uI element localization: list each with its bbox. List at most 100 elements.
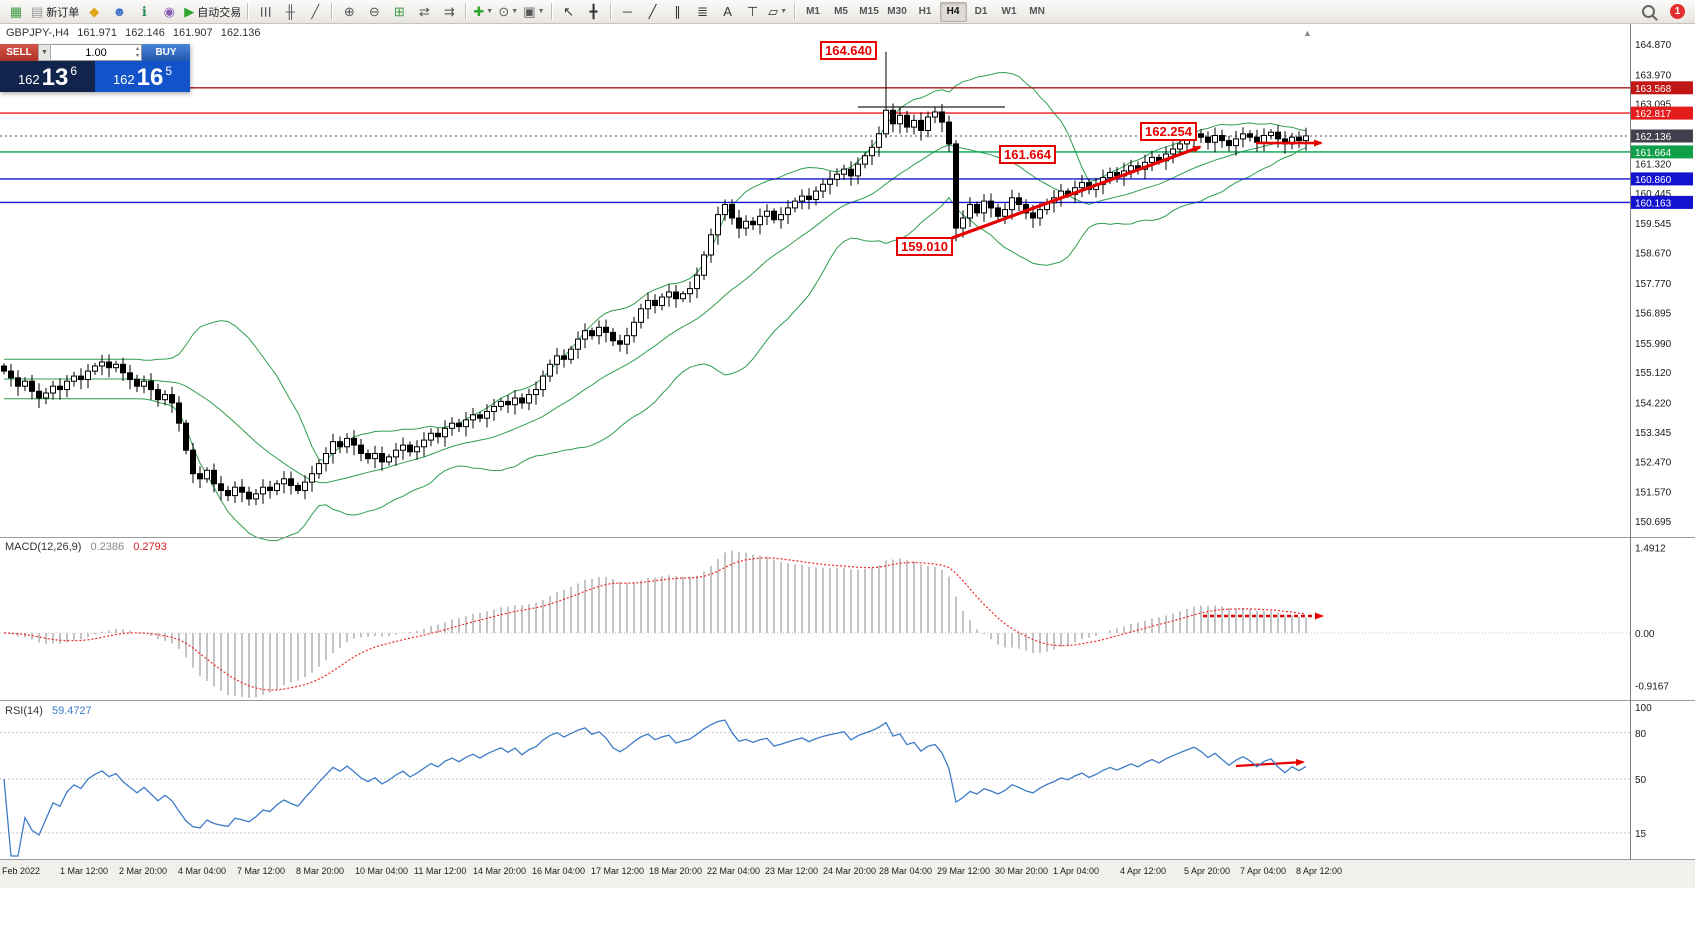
info-button[interactable]: ℹ [132, 2, 156, 22]
zoom-out-button[interactable]: ⊖ [362, 2, 386, 22]
lot-size-value: 1.00 [85, 46, 107, 59]
stepper-down-icon[interactable]: ▾ [135, 53, 139, 59]
svg-text:161.320: 161.320 [1635, 160, 1672, 171]
sell-price-big: 13 [41, 64, 69, 91]
price-callout[interactable]: 162.254 [1140, 122, 1197, 141]
sell-button[interactable]: SELL [0, 44, 38, 61]
price-axis[interactable] [1630, 24, 1695, 860]
tile-windows-icon: ⊞ [393, 3, 405, 19]
buy-price-sup: 5 [165, 64, 173, 78]
expert-advisors-button[interactable]: ◆ [82, 2, 106, 22]
profile-button[interactable]: ☻ [107, 2, 131, 22]
svg-text:10 Mar 04:00: 10 Mar 04:00 [355, 866, 408, 876]
chart-shift-button[interactable]: ⇉ [437, 2, 461, 22]
shapes-icon: ▱ [768, 3, 779, 19]
buy-price-big: 16 [136, 64, 164, 91]
templates-icon: ▣ [523, 3, 536, 19]
svg-text:150.695: 150.695 [1635, 517, 1672, 528]
svg-text:11 Mar 12:00: 11 Mar 12:00 [414, 866, 466, 876]
svg-text:160.445: 160.445 [1635, 189, 1672, 200]
buy-button[interactable]: BUY [142, 44, 190, 61]
new-chart-icon: ▦ [9, 3, 23, 19]
svg-text:23 Mar 12:00: 23 Mar 12:00 [765, 866, 818, 876]
timeframe-m1[interactable]: M1 [806, 6, 820, 17]
new-chart-button[interactable]: ▦ [4, 2, 28, 22]
buy-price-button[interactable]: 162 16 5 [95, 61, 190, 92]
channel-button[interactable]: ∥ [666, 2, 690, 22]
periods-button[interactable]: ⊙ ▼ [496, 2, 520, 22]
svg-text:16 Mar 04:00: 16 Mar 04:00 [532, 866, 585, 876]
svg-text:-0.9167: -0.9167 [1635, 682, 1669, 693]
timeframe-d1[interactable]: D1 [974, 6, 988, 17]
lot-size-field[interactable]: 1.00 ▴ ▾ [51, 44, 142, 61]
search-button[interactable] [1636, 2, 1660, 22]
buy-price-prefix: 162 [112, 72, 135, 87]
svg-text:156.895: 156.895 [1635, 308, 1672, 319]
svg-text:▲: ▲ [1303, 28, 1312, 38]
crosshair-icon: ╋ [589, 3, 598, 19]
chart-shift-icon: ⇉ [443, 3, 455, 19]
cursor-button[interactable]: ↖ [557, 2, 581, 22]
shapes-button[interactable]: ▱ ▼ [766, 2, 790, 22]
svg-text:1.4912: 1.4912 [1635, 544, 1666, 555]
label-button[interactable]: ⊤ [741, 2, 765, 22]
time-axis[interactable] [0, 860, 1630, 888]
chevron-down-icon: ▼ [780, 8, 787, 15]
svg-text:161.664: 161.664 [1635, 148, 1672, 159]
timeframe-m5[interactable]: M5 [834, 6, 848, 17]
svg-text:4 Apr 12:00: 4 Apr 12:00 [1120, 866, 1166, 876]
tile-windows-button[interactable]: ⊞ [387, 2, 411, 22]
timeframe-m15[interactable]: M15 [859, 6, 879, 17]
price-callout[interactable]: 164.640 [820, 41, 877, 60]
svg-text:100: 100 [1635, 703, 1652, 714]
symbol-timeframe: GBPJPY-,H4 [6, 27, 70, 39]
notification-badge[interactable]: 1 [1670, 4, 1685, 19]
stepper-up-icon[interactable]: ▴ [135, 46, 139, 52]
toolbar-separator [609, 3, 612, 20]
autotrade-button[interactable]: ▶ 自动交易 [182, 2, 243, 22]
indicators-button[interactable]: ✚ ▼ [471, 2, 495, 22]
hline-button[interactable]: ─ [616, 2, 640, 22]
chevron-down-icon: ▼ [511, 8, 519, 15]
indicators-icon: ✚ [473, 3, 485, 19]
new-order-button[interactable]: ▤ 新订单 [29, 2, 81, 22]
timeframe-mn[interactable]: MN [1029, 6, 1045, 17]
text-button[interactable]: A [716, 2, 740, 22]
toolbar-separator [793, 3, 796, 20]
timeframe-w1[interactable]: W1 [1001, 6, 1017, 17]
timeframe-h1[interactable]: H1 [918, 6, 932, 17]
toolbar-buttons: ▦ ▤ 新订单 ◆ ☻ ℹ ◉ ▶ 自动交易 ☰ ╫ ╱ ⊕ ⊖ ⊞ ⇄ ⇉ ✚ ▼ ⊙ ▼ ▣ ▼ ↖ ╋ ─ ╱ ∥ ≣ A ⊤ ▱ ▼ M1… [4, 1, 1051, 22]
sell-price-button[interactable]: 162 13 6 [0, 61, 95, 92]
lot-preset-dropdown[interactable]: ▼ [38, 44, 51, 61]
svg-text:15: 15 [1635, 829, 1647, 840]
crosshair-button[interactable]: ╋ [582, 2, 606, 22]
hline-icon: ─ [622, 4, 633, 19]
ohlc-open: 161.971 [77, 27, 118, 39]
svg-text:29 Mar 12:00: 29 Mar 12:00 [937, 866, 990, 876]
candlestick-chart-icon: ╫ [285, 4, 295, 19]
svg-text:1 Apr 04:00: 1 Apr 04:00 [1053, 866, 1099, 876]
svg-text:164.870: 164.870 [1635, 40, 1672, 51]
price-callout[interactable]: 159.010 [896, 237, 953, 256]
price-callout[interactable]: 161.664 [999, 145, 1056, 164]
chart-area: 164.870 163.970 163.568 163.095 162.817 162.1… [0, 24, 1695, 943]
lot-stepper[interactable]: ▴ ▾ [136, 46, 139, 60]
bar-chart-icon: ☰ [258, 5, 274, 18]
bar-chart-button[interactable]: ☰ [253, 2, 277, 22]
line-chart-button[interactable]: ╱ [303, 2, 327, 22]
fibonacci-button[interactable]: ≣ [691, 2, 715, 22]
rsi-value: 59.4727 [51, 705, 92, 717]
one-click-trade-panel: SELL ▼ 1.00 ▴ ▾ BUY 162 13 6 162 16 5 [0, 44, 190, 92]
timeframe-h4[interactable]: H4 [939, 1, 967, 22]
auto-scroll-button[interactable]: ⇄ [412, 2, 436, 22]
templates-button[interactable]: ▣ ▼ [521, 2, 546, 22]
macd-indicator-label: MACD(12,26,9) 0.2386 0.2793 [5, 541, 167, 553]
timeframe-m30[interactable]: M30 [887, 6, 907, 17]
zoom-in-button[interactable]: ⊕ [337, 2, 361, 22]
label-icon: ⊤ [746, 3, 759, 19]
trendline-button[interactable]: ╱ [641, 2, 665, 22]
community-button[interactable]: ◉ [157, 2, 181, 22]
candlestick-chart-button[interactable]: ╫ [278, 2, 302, 22]
svg-text:8 Mar 20:00: 8 Mar 20:00 [296, 866, 344, 876]
